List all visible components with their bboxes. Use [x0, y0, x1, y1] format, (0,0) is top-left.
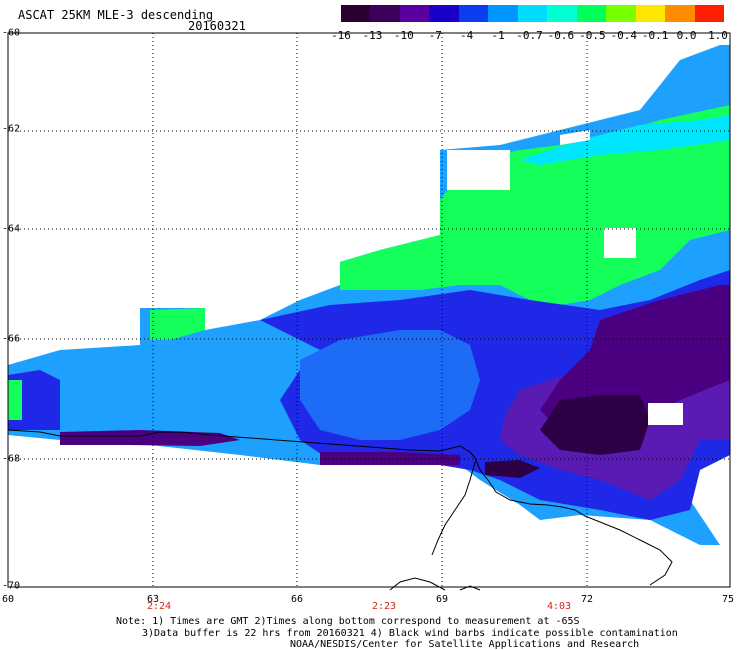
lat-label: -66 [2, 333, 21, 345]
colorbar-segment [399, 5, 430, 22]
colorbar-tick-label: -0.7 [516, 29, 543, 42]
lat-label: -64 [2, 223, 21, 235]
colorbar-tick-label: -1 [491, 29, 505, 42]
colorbar-tick-label: -0.1 [641, 29, 669, 42]
footer-note-2: 3)Data buffer is 22 hrs from 20160321 4)… [142, 628, 678, 639]
graticule [8, 33, 730, 587]
lat-label: -60 [2, 27, 21, 39]
colorbar-tick-label: 1.0 [708, 29, 728, 42]
lat-label: -70 [2, 580, 21, 592]
footer-note-1: Note: 1) Times are GMT 2)Times along bot… [116, 616, 580, 627]
lon-label: 60 [1, 594, 15, 605]
time-label: 2:23 [371, 601, 397, 612]
time-label: 4:03 [546, 601, 572, 612]
wind-speed-swath [8, 45, 730, 545]
footer-credit: NOAA/NESDIS/Center for Satellite Applica… [290, 639, 640, 650]
swath-region-white [648, 403, 683, 425]
lat-label: -68 [2, 453, 21, 465]
colorbar: -16 -13 -10 -7 -4 -1 -0.7 -0.6 -0.5 -0.4 -0.1 0.0 1.… [331, 5, 728, 42]
colorbar-segment [488, 5, 519, 22]
map-frame [7, 32, 731, 588]
colorbar-tick-label: -10 [393, 29, 414, 42]
swath-region-white [604, 228, 636, 258]
colorbar-tick-label: -13 [362, 29, 383, 42]
swath-region-dark-purple [485, 460, 540, 478]
product-date: 20160321 [188, 19, 246, 33]
colorbar-segment [665, 5, 696, 22]
swath-region-purple [320, 452, 460, 465]
colorbar-segment [576, 5, 607, 22]
lat-label: -62 [2, 123, 21, 135]
swath-region-cyan [520, 115, 730, 165]
colorbar-segment [694, 5, 725, 22]
product-title: ASCAT 25KM MLE-3 descending [18, 8, 214, 22]
colorbar-tick-label: -0.6 [547, 29, 575, 42]
colorbar-segment [370, 5, 401, 22]
colorbar-segment [606, 5, 637, 22]
swath-region-mid-blue [300, 330, 480, 440]
colorbar-tick-label: -7 [428, 29, 442, 42]
lon-label: 63 [146, 594, 160, 605]
lon-label: 75 [721, 594, 735, 605]
colorbar-segment [547, 5, 578, 22]
swath-region-white [447, 150, 510, 190]
colorbar-tick-label: -4 [460, 29, 474, 42]
lon-label: 69 [435, 594, 449, 605]
swath-region-green [150, 308, 205, 340]
coastline [7, 429, 673, 591]
swath-region-dark-purple [540, 395, 650, 455]
colorbar-tick-label: -0.4 [610, 29, 638, 42]
colorbar-segment [635, 5, 666, 22]
colorbar-segment [341, 5, 371, 22]
colorbar-segment [458, 5, 489, 22]
colorbar-tick-label: -0.5 [579, 29, 606, 42]
lon-label: 72 [580, 594, 594, 605]
colorbar-segment [517, 5, 548, 22]
time-label: 2:24 [146, 601, 172, 612]
lon-label: 66 [290, 594, 304, 605]
swath-region-green [8, 380, 22, 420]
colorbar-tick-label: -16 [331, 29, 351, 42]
colorbar-segment [429, 5, 460, 22]
swath-region-white [560, 130, 590, 145]
colorbar-tick-label: 0.0 [676, 29, 697, 42]
